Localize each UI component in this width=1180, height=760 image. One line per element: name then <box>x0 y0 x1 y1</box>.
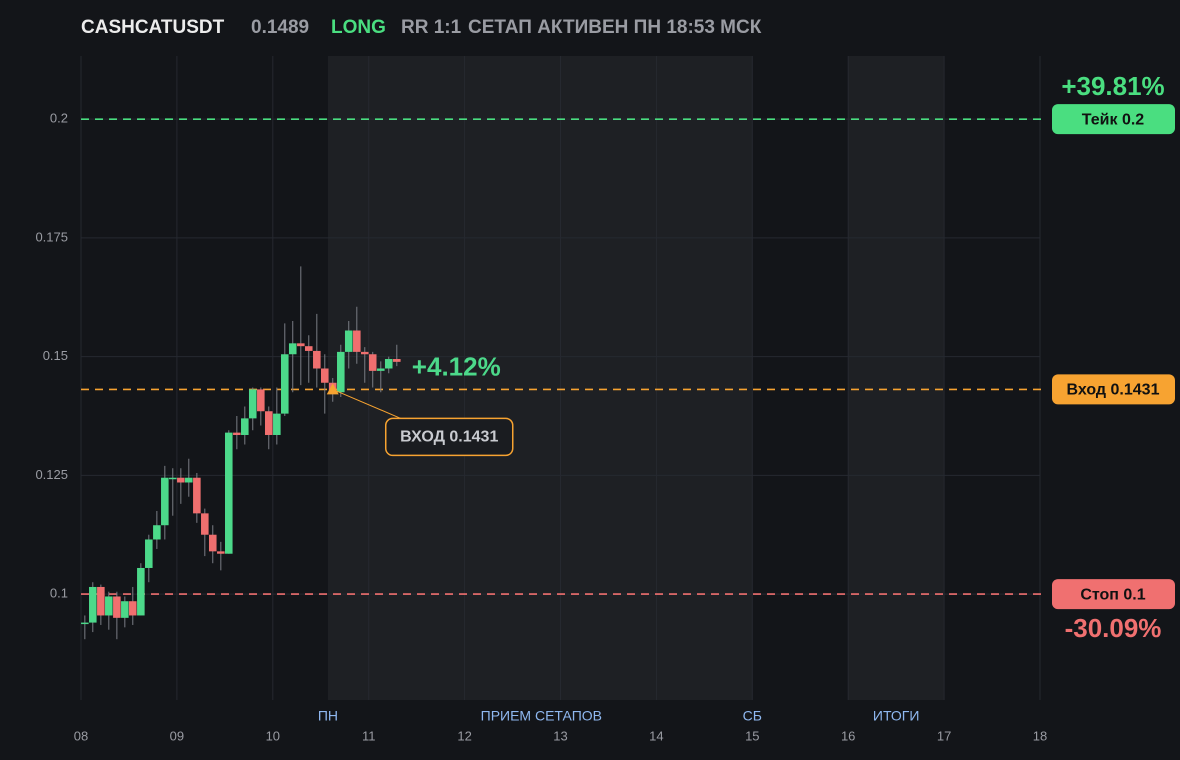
candle-body <box>137 567 145 616</box>
x-tick-label: 16 <box>841 728 855 743</box>
x-tick-label: 13 <box>553 728 567 743</box>
x-tick-label: 15 <box>745 728 759 743</box>
y-tick-label: 0.175 <box>35 229 68 244</box>
candle-body <box>264 411 273 435</box>
risk-reward: RR 1:1 <box>401 17 462 38</box>
candle-body <box>201 513 209 535</box>
level-badge <box>1052 104 1175 135</box>
annotation-box <box>384 417 514 457</box>
candle-body <box>393 359 401 362</box>
level-label: Стоп 0.1 <box>1080 586 1145 603</box>
price: 0.1489 <box>251 17 309 38</box>
level-change: -30.09% <box>1065 613 1162 643</box>
candle-body <box>257 389 265 412</box>
status: СЕТАП АКТИВЕН ПН 18:53 МСК <box>468 17 762 38</box>
candle-body <box>89 586 97 623</box>
level-badge <box>1052 374 1175 405</box>
x-tick-label: 18 <box>1033 728 1047 743</box>
candle-body <box>185 477 193 483</box>
symbol: CASHCATUSDT <box>81 17 225 38</box>
candle-body <box>97 586 105 616</box>
y-tick-label: 0.1 <box>50 586 68 601</box>
zone-label: ИТОГИ <box>873 708 920 724</box>
x-tick-label: 17 <box>937 728 951 743</box>
side: LONG <box>331 17 386 38</box>
x-tick-label: 09 <box>170 728 184 743</box>
level-badge <box>1052 579 1175 610</box>
level-label: Тейк 0.2 <box>1082 111 1145 128</box>
candle-body <box>313 350 321 369</box>
candle-body <box>248 389 257 419</box>
candle-body <box>121 601 129 618</box>
candle-body <box>208 534 217 552</box>
y-tick-label: 0.15 <box>43 348 68 363</box>
candle-body <box>241 418 249 435</box>
candle-body <box>168 477 177 480</box>
candle-body <box>377 368 385 371</box>
candle-body <box>161 477 169 526</box>
candle-body <box>281 354 289 414</box>
zone <box>327 56 753 700</box>
candle-body <box>273 413 281 435</box>
candle-body <box>193 477 201 514</box>
x-tick-label: 10 <box>266 728 280 743</box>
candle-body <box>113 596 121 618</box>
candle-body <box>320 368 329 383</box>
candle-body <box>145 539 153 568</box>
x-tick-label: 14 <box>649 728 663 743</box>
candle-body <box>177 477 185 483</box>
current-change: +4.12% <box>412 352 501 382</box>
y-tick-label: 0.125 <box>35 467 68 482</box>
x-tick-label: 12 <box>457 728 471 743</box>
annotation-arrow <box>332 388 401 419</box>
candle-body <box>105 596 113 616</box>
candle-body <box>297 343 305 347</box>
x-tick-label: 11 <box>362 728 376 743</box>
candle-body <box>368 354 377 371</box>
x-tick-label: 08 <box>74 728 88 743</box>
candle-body <box>217 551 225 554</box>
header: CASHCATUSDT 0.1489 LONG RR 1:1 СЕТАП АКТ… <box>81 17 762 38</box>
candle-body <box>353 330 361 352</box>
candle-body <box>360 351 369 355</box>
level-change: +39.81% <box>1061 71 1164 101</box>
candle-body <box>337 351 345 393</box>
zone-label: ПРИЕМ СЕТАПОВ <box>481 708 602 724</box>
candle-body <box>304 346 313 351</box>
candle-body <box>344 330 353 352</box>
zone-label: ПН <box>318 708 338 724</box>
candle-body <box>153 525 161 540</box>
candle-body <box>225 432 233 554</box>
candle-body <box>81 622 89 625</box>
candle-body <box>288 343 297 355</box>
candle-body <box>384 359 393 369</box>
candle-body <box>129 601 137 616</box>
level-label: Вход 0.1431 <box>1067 382 1160 399</box>
candle-body <box>233 432 241 435</box>
entry-marker <box>326 383 339 395</box>
annotation-text: ВХОД 0.1431 <box>400 429 498 446</box>
y-tick-label: 0.2 <box>50 111 68 126</box>
zone-label: СБ <box>743 708 762 724</box>
zone <box>848 56 945 700</box>
